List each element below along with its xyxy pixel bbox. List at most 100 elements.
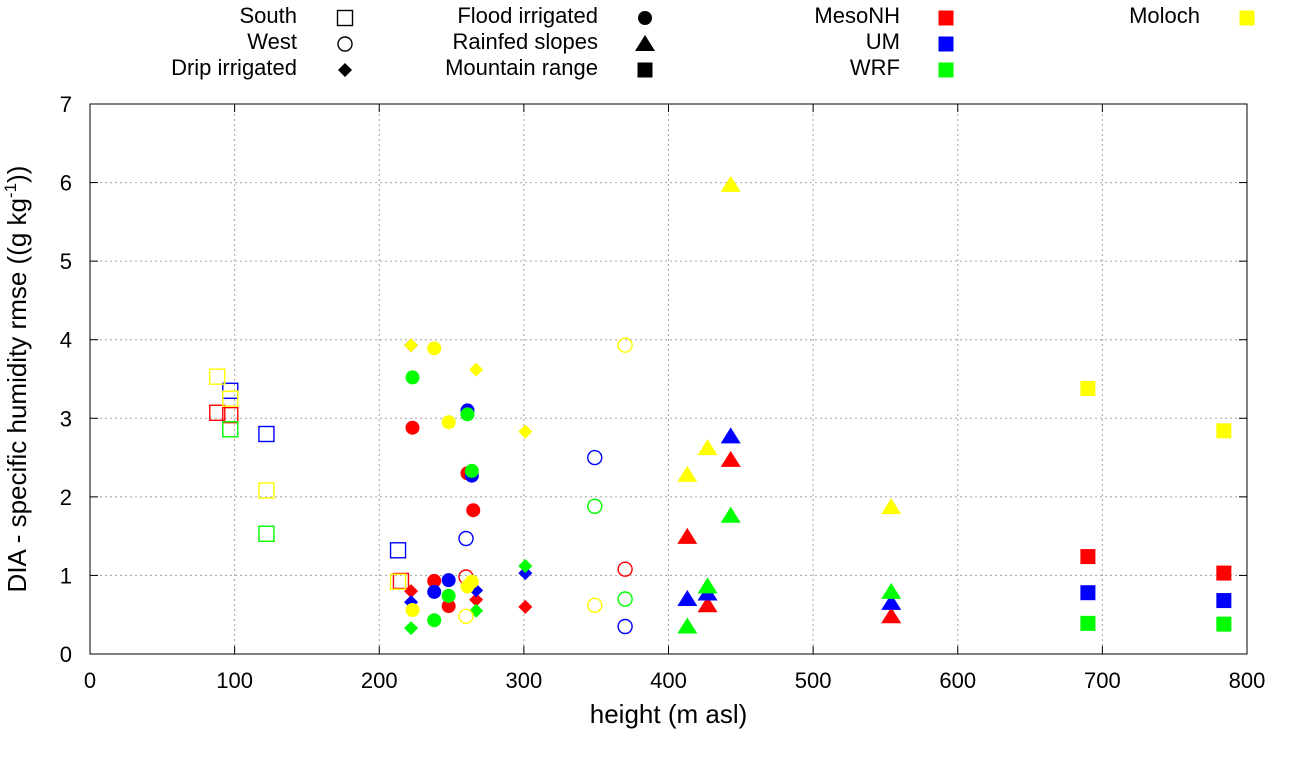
y-tick-label: 7 [60, 92, 72, 117]
x-tick-label: 400 [650, 668, 687, 693]
data-point-mesonh-circle [405, 420, 420, 435]
legend-label-um: UM [866, 29, 900, 54]
data-point-mesonh-triangle [720, 450, 741, 467]
data-point-moloch-triangle [697, 439, 718, 456]
data-point-moloch-diamond [469, 362, 484, 377]
legend-label-wrf: WRF [850, 55, 900, 80]
data-point-moloch-open-square [209, 368, 226, 385]
data-point-mesonh-open-square [392, 572, 410, 590]
data-point-wrf-diamond [518, 559, 533, 573]
data-point-moloch-triangle [881, 498, 902, 515]
data-point-moloch-square [1080, 380, 1096, 396]
data-point-moloch-open-circle [617, 337, 633, 353]
data-point-um-open-square [389, 542, 407, 559]
y-tick-label: 6 [60, 171, 72, 196]
legend-marker-square [637, 62, 653, 78]
legend-swatch-mesonh [938, 10, 954, 26]
data-point-um-open-circle [587, 449, 603, 466]
legend-swatch-moloch [1239, 10, 1255, 26]
data-point-wrf-diamond [404, 621, 419, 636]
data-points [209, 175, 1232, 636]
data-point-um-square [1080, 585, 1096, 601]
legend-swatch-um [938, 36, 954, 52]
x-tick-label: 800 [1229, 668, 1266, 693]
data-point-mesonh-triangle [881, 607, 902, 624]
data-point-mesonh-diamond [404, 584, 419, 599]
data-point-um-triangle [677, 590, 698, 606]
data-point-moloch-open-circle [458, 608, 474, 624]
legend-label-circle: Flood irrigated [457, 3, 598, 28]
data-point-mesonh-open-circle [617, 561, 633, 577]
legend-label-open-square: South [240, 3, 298, 28]
series-moloch [209, 175, 1232, 624]
data-point-moloch-triangle [720, 175, 741, 192]
x-tick-labels: 0 100 200 300 400 500 600 700 800 [84, 668, 1265, 693]
data-point-um-open-circle [458, 530, 474, 547]
data-point-um-square [1216, 593, 1232, 609]
data-point-mesonh-triangle [677, 527, 698, 544]
series-wrf [222, 370, 1232, 636]
data-point-moloch-circle [441, 415, 456, 430]
data-point-wrf-triangle [697, 577, 718, 594]
legend-marker-open-square [336, 9, 354, 27]
data-point-wrf-open-circle [617, 591, 633, 607]
data-point-um-diamond [518, 566, 533, 581]
legend-label-open-circle: West [247, 29, 297, 54]
legend-label-moloch: Moloch [1129, 3, 1200, 28]
data-point-moloch-open-square [222, 390, 239, 407]
data-point-moloch-diamond [404, 338, 419, 353]
data-point-moloch-circle [427, 341, 442, 356]
data-point-wrf-open-square [258, 525, 275, 542]
data-point-mesonh-square [1080, 549, 1096, 565]
data-point-mesonh-square [1216, 565, 1232, 581]
data-point-wrf-circle [441, 588, 456, 603]
x-tick-label: 700 [1084, 668, 1121, 693]
data-point-mesonh-diamond [518, 599, 533, 614]
data-point-moloch-open-square [389, 573, 407, 590]
plot-frame [89, 103, 1248, 655]
data-point-wrf-triangle [720, 506, 741, 523]
legend-marker-circle [638, 11, 652, 25]
x-tick-label: 500 [795, 668, 832, 693]
data-point-mesonh-triangle [697, 596, 718, 613]
data-point-um-circle [427, 584, 442, 599]
data-point-um-triangle [720, 427, 741, 444]
data-point-um-open-circle [617, 618, 633, 635]
data-point-wrf-square [1216, 616, 1232, 632]
grid-lines [90, 104, 1247, 654]
y-tick-label: 5 [60, 249, 72, 274]
data-point-wrf-open-circle [587, 498, 603, 514]
legend-swatch-wrf [938, 62, 954, 78]
y-tick-label: 1 [60, 563, 72, 588]
x-tick-label: 200 [361, 668, 398, 693]
legend-label-triangle: Rainfed slopes [452, 29, 598, 54]
y-tick-labels: 0 1 2 3 4 5 6 7 [60, 92, 72, 667]
data-point-mesonh-diamond [469, 592, 484, 607]
legend-label-diamond: Drip irrigated [171, 55, 297, 80]
data-point-mesonh-circle [466, 503, 481, 518]
legend-marker-open-circle [337, 36, 353, 52]
y-tick-label: 4 [60, 328, 72, 353]
data-point-moloch-open-circle [587, 597, 603, 613]
data-point-moloch-circle [405, 603, 420, 617]
series-um [222, 338, 1232, 635]
data-point-wrf-circle [405, 370, 420, 385]
legend-label-square: Mountain range [445, 55, 598, 80]
data-point-wrf-circle [460, 407, 475, 422]
x-tick-label: 600 [939, 668, 976, 693]
data-point-um-triangle [881, 593, 902, 610]
data-point-wrf-circle [464, 463, 479, 478]
y-axis-title-superscript: -1 [1, 183, 20, 198]
data-point-mesonh-open-square [209, 404, 226, 421]
data-point-mesonh-circle [427, 573, 442, 588]
data-point-wrf-circle [427, 613, 442, 628]
y-tick-label: 2 [60, 485, 72, 510]
data-point-um-open-square [258, 425, 275, 443]
data-point-wrf-open-square [222, 421, 239, 438]
data-point-moloch-square [1216, 423, 1232, 439]
data-point-mesonh-circle [441, 599, 456, 614]
x-tick-label: 0 [84, 668, 96, 693]
y-tick-label: 0 [60, 642, 72, 667]
